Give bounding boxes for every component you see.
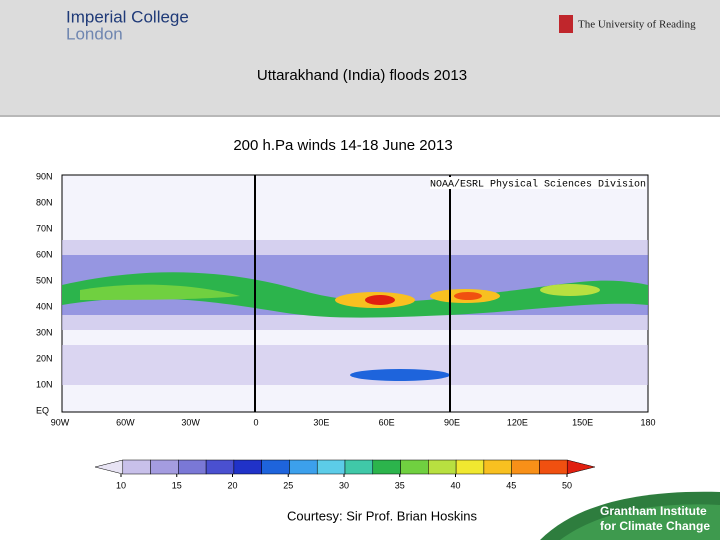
lon-label: 0 bbox=[253, 417, 258, 427]
jet-core bbox=[80, 284, 240, 300]
colorbar-cell bbox=[566, 459, 596, 475]
slide-title: Uttarakhand (India) floods 2013 bbox=[257, 67, 467, 84]
colorbar-cell bbox=[539, 459, 568, 475]
colorbar-cell bbox=[483, 459, 512, 475]
colorbar-cell bbox=[178, 459, 207, 475]
colorbar-tick-label: 40 bbox=[450, 480, 460, 490]
jet-core bbox=[540, 284, 600, 296]
jet-stream bbox=[62, 272, 648, 318]
colorbar-cell bbox=[400, 459, 429, 475]
lon-label: 90W bbox=[51, 417, 70, 427]
lon-label: 150E bbox=[572, 417, 593, 427]
header-band bbox=[0, 0, 720, 116]
footer-swoosh bbox=[560, 504, 720, 540]
lat-label: 90N bbox=[36, 171, 53, 181]
jet-core bbox=[350, 369, 450, 381]
colorbar-cell bbox=[428, 459, 457, 475]
lat-label: 50N bbox=[36, 275, 53, 285]
colorbar-cell bbox=[372, 459, 401, 475]
colorbar-tick-label: 45 bbox=[506, 480, 516, 490]
lat-label: 40N bbox=[36, 301, 53, 311]
colorbar-tick-label: 15 bbox=[172, 480, 182, 490]
grantham-logo: Grantham Institute bbox=[600, 504, 707, 518]
lat-label: 80N bbox=[36, 197, 53, 207]
colorbar-tick-label: 35 bbox=[395, 480, 405, 490]
lon-label: 30W bbox=[181, 417, 200, 427]
lon-label: 60E bbox=[379, 417, 395, 427]
courtesy: Courtesy: Sir Prof. Brian Hoskins bbox=[287, 508, 478, 523]
colorbar-cell bbox=[289, 459, 318, 475]
lat-label: 20N bbox=[36, 353, 53, 363]
jet-core bbox=[454, 292, 482, 300]
lat-axis: 90N 80N 70N 60N 50N 40N 30N 20N 10N EQ bbox=[36, 171, 53, 415]
colorbar-cell bbox=[455, 459, 485, 475]
map-credit: NOAA/ESRL Physical Sciences Division bbox=[430, 179, 646, 191]
colorbar-cell bbox=[316, 459, 346, 475]
jet-core bbox=[365, 295, 395, 305]
colorbar-cell bbox=[344, 459, 374, 475]
colorbar-cell bbox=[122, 459, 151, 475]
lon-label: 90E bbox=[444, 417, 460, 427]
lat-label: 30N bbox=[36, 327, 53, 337]
colorbar-cell bbox=[150, 459, 179, 475]
colorbar-tick-label: 25 bbox=[283, 480, 293, 490]
colorbar-tick-label: 10 bbox=[116, 480, 126, 490]
lon-axis: 90W 60W 30W 0 30E 60E 90E 120E 150E 180 bbox=[51, 417, 656, 427]
reading-logo: The University of Reading bbox=[578, 19, 696, 31]
colorbar-tick-label: 30 bbox=[339, 480, 349, 490]
colorbar-tick-label: 20 bbox=[227, 480, 237, 490]
credit-box bbox=[430, 177, 646, 189]
colorbar-cell bbox=[233, 459, 262, 475]
colorbar-tick-label: 50 bbox=[562, 480, 572, 490]
colorbar-cell bbox=[511, 459, 540, 475]
grantham-logo: for Climate Change bbox=[600, 519, 710, 533]
colorbar: 10 15 20 25 30 35 40 45 50 bbox=[94, 459, 596, 490]
lat-label: 70N bbox=[36, 223, 53, 233]
reading-crest bbox=[559, 15, 573, 33]
imperial-logo: Imperial College bbox=[66, 7, 189, 26]
lat-label: EQ bbox=[36, 405, 49, 415]
lon-label: 30E bbox=[313, 417, 329, 427]
lon-label: 60W bbox=[116, 417, 135, 427]
lon-label: 120E bbox=[507, 417, 528, 427]
lat-label: 60N bbox=[36, 249, 53, 259]
colorbar-cell bbox=[205, 459, 235, 475]
colorbar-cell bbox=[94, 459, 124, 475]
lat-label: 10N bbox=[36, 379, 53, 389]
map-field bbox=[62, 345, 648, 385]
lon-label: 180 bbox=[640, 417, 655, 427]
map-title: 200 h.Pa winds 14-18 June 2013 bbox=[233, 137, 452, 154]
imperial-logo: London bbox=[66, 24, 123, 43]
colorbar-cell bbox=[261, 459, 290, 475]
map: NOAA/ESRL Physical Sciences Division bbox=[61, 174, 649, 413]
